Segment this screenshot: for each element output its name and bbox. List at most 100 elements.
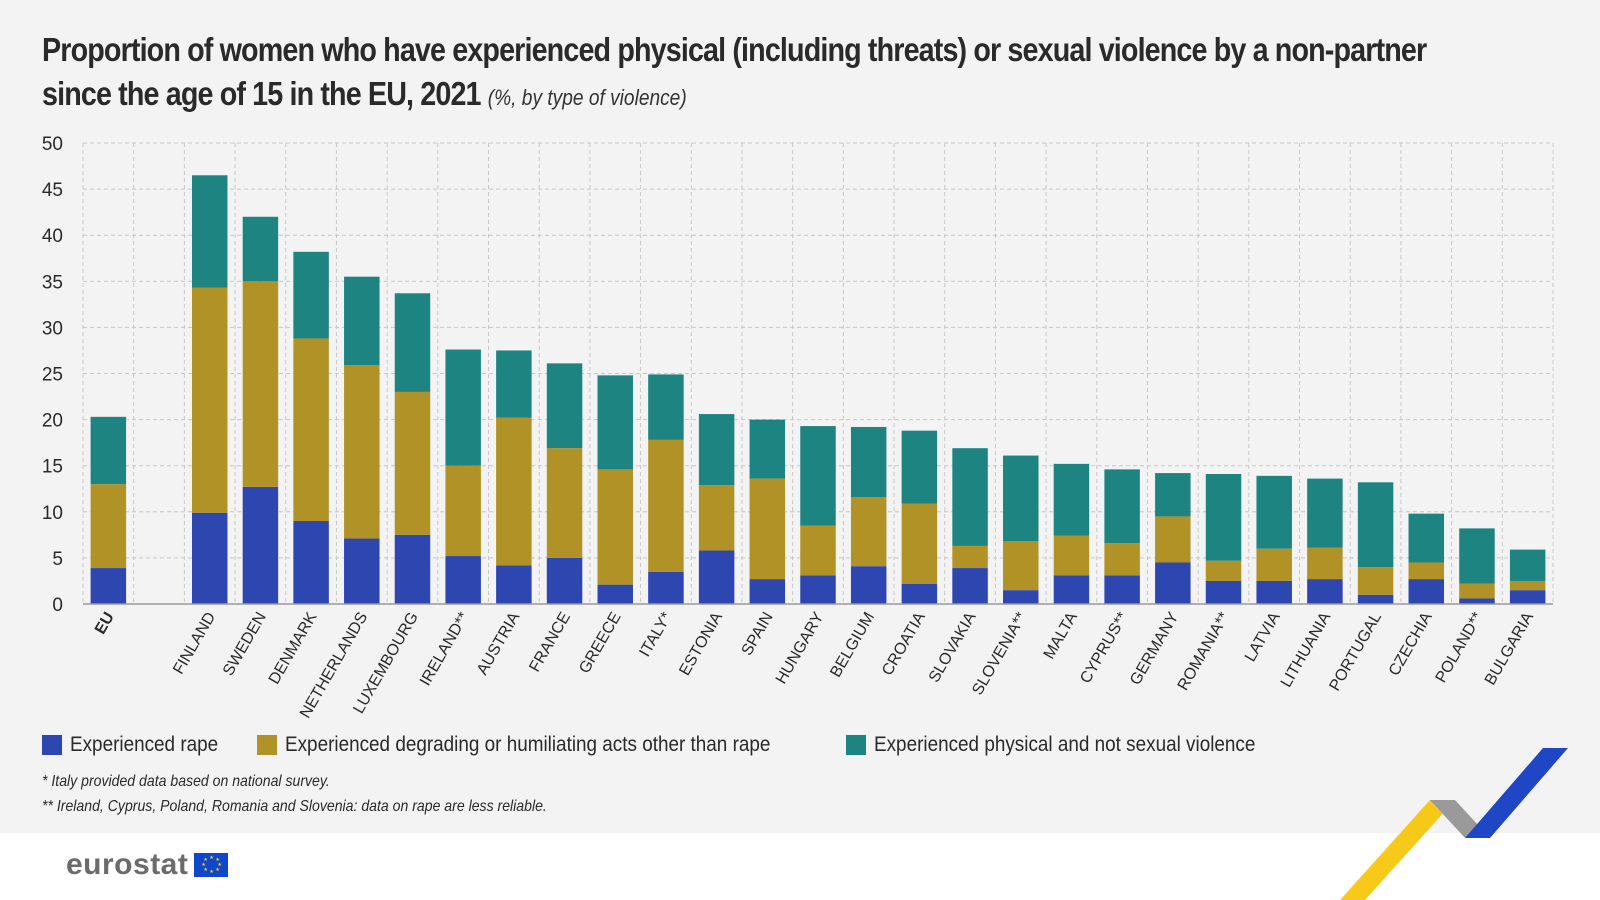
- bar-segment: [1205, 580, 1242, 604]
- y-tick-label: 30: [42, 318, 63, 339]
- bar-segment: [1104, 575, 1140, 604]
- title-block: Proportion of women who have experienced…: [42, 28, 1572, 120]
- x-tick-label: IRELAND**: [417, 610, 473, 689]
- bar-segment: [445, 556, 481, 604]
- bar-segment: [344, 365, 380, 539]
- chart-title: Proportion of women who have experienced…: [42, 28, 1427, 120]
- bar-segment: [850, 497, 887, 567]
- bar-segment: [1053, 535, 1090, 576]
- bar-segment: [901, 430, 938, 504]
- bar-segment: [293, 251, 329, 339]
- bar-segment: [1155, 516, 1191, 563]
- bar-segment: [293, 338, 329, 522]
- bar-segment: [445, 465, 481, 557]
- bar-segment: [1104, 469, 1140, 544]
- bar-segment: [1104, 543, 1140, 576]
- x-tick-label: LITHUANIA: [1278, 609, 1335, 690]
- x-tick-label: AUSTRIA: [474, 609, 524, 678]
- bar-segment: [1053, 463, 1090, 536]
- x-tick-label: CYPRUS**: [1077, 610, 1131, 687]
- x-tick-label: GERMANY: [1127, 609, 1182, 688]
- x-tick-label: ROMANIA**: [1175, 610, 1233, 694]
- bar-segment: [1053, 575, 1090, 604]
- bar-segment: [698, 414, 735, 486]
- bar-segment: [597, 375, 633, 470]
- bar-segment: [648, 571, 684, 604]
- bar-segment: [1003, 455, 1039, 542]
- bar-segment: [1307, 579, 1343, 604]
- bar-segment: [1256, 580, 1292, 604]
- bar-segment: [496, 565, 532, 604]
- bar-segment: [1357, 482, 1394, 568]
- bar-segment: [445, 349, 481, 466]
- x-tick-label: FINLAND: [170, 610, 219, 678]
- legend-label-degrading: Experienced degrading or humiliating act…: [284, 733, 771, 756]
- bar-segment: [698, 485, 735, 551]
- bar-segment: [496, 350, 532, 418]
- chart-title-line1: Proportion of women who have experienced…: [42, 31, 1427, 68]
- bar-segment: [749, 419, 786, 479]
- x-tick-label: CROATIA: [879, 609, 929, 678]
- bar-segment: [394, 534, 431, 604]
- footnote-italy: * Italy provided data based on national …: [42, 773, 330, 790]
- bar-segment: [648, 439, 684, 572]
- bar-segment: [597, 584, 633, 604]
- bar-segment: [1408, 562, 1445, 580]
- bar-segment: [1408, 513, 1445, 563]
- plot-area: 0 5 10 15 20 25 30 35 40 45 50 EU FINLAND SWEDENDENMA…: [42, 134, 1554, 720]
- bar-segment: [1256, 548, 1292, 581]
- footer-band: [0, 833, 1600, 900]
- x-tick-label: SLOVENIA**: [969, 610, 1030, 699]
- x-tick-label: LATVIA: [1242, 609, 1284, 665]
- x-tick-label: ITALY*: [637, 610, 676, 660]
- x-tick-label: ESTONIA: [676, 609, 726, 678]
- x-tick-label: GREECE: [576, 610, 625, 677]
- x-tick-label: SPAIN: [739, 610, 777, 659]
- bar-segment: [850, 426, 887, 498]
- chart-title-line2: since the age of 15 in the EU, 2021: [42, 75, 482, 112]
- bar-segment: [597, 469, 633, 585]
- bar-segment: [546, 363, 583, 449]
- bar-segment: [90, 484, 127, 569]
- bar-segment: [90, 568, 127, 604]
- bar-segment: [1459, 528, 1495, 584]
- legend-label-physical: Experienced physical and not sexual viol…: [873, 733, 1256, 756]
- bar-segment: [1459, 583, 1495, 599]
- x-tick-label: MALTA: [1041, 609, 1081, 662]
- y-tick-label: 5: [52, 549, 63, 570]
- eurostat-logo: eurostat ★ ★ ★ ★ ★ ★ ★ ★: [66, 848, 229, 882]
- y-tick-label: 25: [42, 365, 63, 386]
- x-tick-label: DENMARK: [266, 609, 321, 687]
- legend: Experienced rape Experienced degrading o…: [42, 733, 1298, 757]
- x-tick-label: BELGIUM: [827, 610, 878, 681]
- bar-segment: [952, 545, 988, 569]
- x-tick-label: POLAND**: [1433, 610, 1487, 686]
- x-tick-label: SWEDEN: [220, 610, 270, 679]
- x-tick-label: EU: [92, 610, 118, 638]
- bar-segment: [1205, 560, 1242, 581]
- bar-segment: [1357, 567, 1394, 595]
- bar-segment: [1256, 475, 1292, 549]
- bar-segment: [1459, 598, 1495, 604]
- bar-segment: [1155, 473, 1191, 517]
- bar-segment: [242, 486, 279, 604]
- bar-segment: [394, 391, 431, 535]
- y-tick-label: 15: [42, 457, 63, 478]
- bar-segment: [698, 550, 735, 604]
- bar-segment: [800, 525, 836, 576]
- bar-segment: [293, 521, 329, 604]
- legend-swatch-degrading: [256, 735, 277, 755]
- bar-segment: [952, 448, 988, 546]
- bar-segment: [1509, 590, 1546, 604]
- bar-segment: [749, 579, 786, 604]
- bar-segment: [901, 583, 938, 604]
- bar-segment: [242, 281, 279, 487]
- bar-segment: [1307, 547, 1343, 580]
- y-tick-label: 0: [52, 595, 63, 616]
- legend-swatch-rape: [42, 735, 62, 755]
- bar-segment: [90, 416, 127, 485]
- bar-segment: [952, 568, 988, 604]
- bar-segment: [749, 478, 786, 580]
- bar-segment: [1509, 549, 1546, 581]
